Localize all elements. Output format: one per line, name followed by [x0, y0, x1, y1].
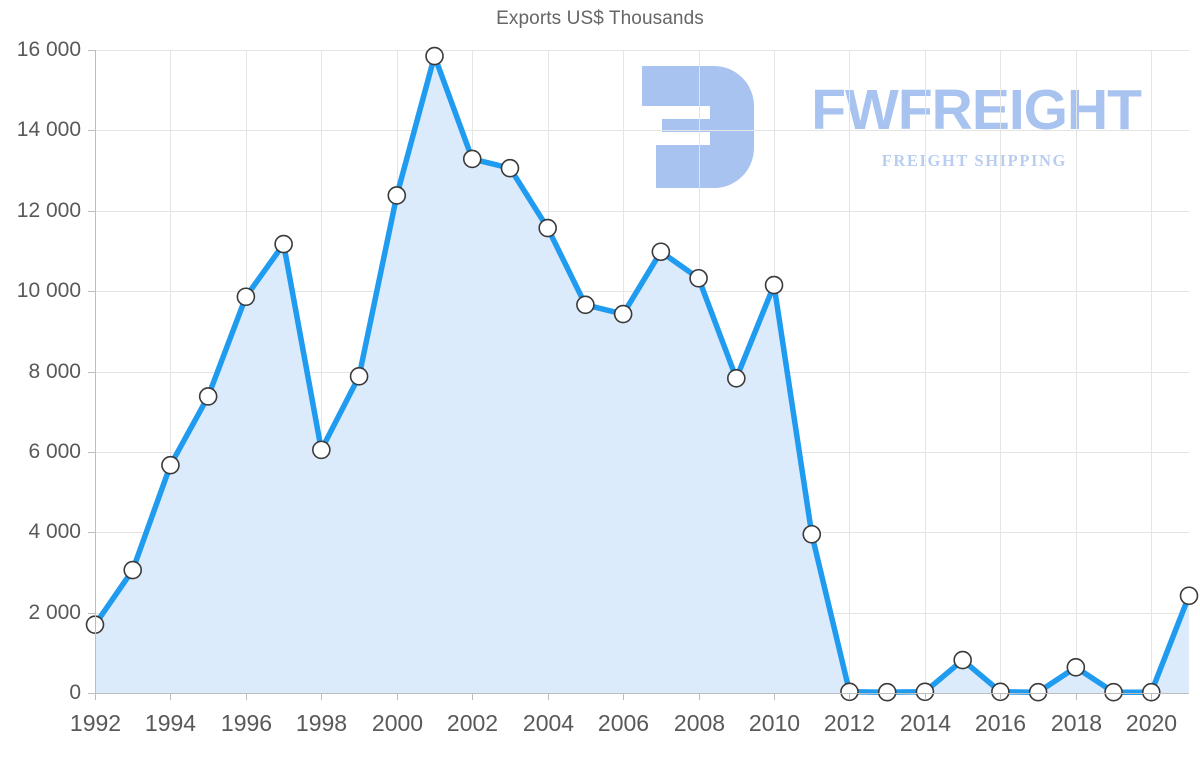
data-point-marker[interactable]: [877, 682, 897, 702]
x-tick-label: 2004: [523, 710, 574, 736]
y-tick-label: 14 000: [17, 118, 81, 141]
x-tick-labels-layer: 1992 1994 1996 1998 2000 2002 2004 2006 2008 2010…: [70, 710, 1177, 736]
data-point-marker[interactable]: [689, 268, 708, 288]
data-point-marker[interactable]: [764, 275, 784, 295]
data-point-marker[interactable]: [1066, 657, 1086, 677]
data-point-marker[interactable]: [387, 186, 407, 205]
data-point-marker[interactable]: [576, 295, 595, 315]
area-fill-layer: [95, 56, 1189, 693]
y-tick-label: 12 000: [17, 199, 81, 222]
data-point-marker[interactable]: [727, 369, 746, 388]
x-tick-label: 2020: [1126, 710, 1177, 736]
data-point-marker[interactable]: [915, 682, 935, 702]
y-tick-label: 0: [69, 681, 81, 704]
chart-title: Exports US$ Thousands: [496, 8, 704, 29]
data-point-marker[interactable]: [500, 158, 520, 178]
data-point-marker[interactable]: [1179, 586, 1199, 606]
x-tick-label: 2000: [372, 710, 423, 736]
data-point-marker[interactable]: [462, 149, 482, 169]
x-tick-label: 1992: [70, 710, 121, 736]
data-point-marker[interactable]: [613, 304, 633, 324]
data-point-marker[interactable]: [123, 560, 143, 580]
y-tick-label: 4 000: [28, 520, 81, 543]
data-point-marker[interactable]: [802, 524, 822, 544]
x-tick-label: 2006: [598, 710, 649, 736]
y-tick-labels-layer: 0 2 000 4 000 6 000 8 000 10 000 12 000 14 000 1…: [17, 38, 81, 704]
y-tick-label: 2 000: [28, 601, 81, 624]
x-tick-label: 2014: [900, 710, 951, 736]
data-point-marker[interactable]: [953, 650, 972, 670]
data-point-marker[interactable]: [236, 287, 256, 307]
axes-layer: [88, 50, 1189, 700]
data-point-marker[interactable]: [198, 387, 218, 406]
x-tick-label: 2010: [749, 710, 800, 736]
data-point-marker[interactable]: [425, 46, 444, 66]
x-tick-label: 1996: [221, 710, 272, 736]
data-point-marker[interactable]: [161, 455, 180, 475]
x-tick-label: 1994: [145, 710, 196, 736]
data-point-marker[interactable]: [991, 682, 1010, 702]
x-tick-label: 2002: [447, 710, 498, 736]
data-point-marker[interactable]: [840, 682, 859, 702]
x-tick-label: 2008: [674, 710, 725, 736]
data-point-marker[interactable]: [1028, 682, 1048, 702]
x-tick-label: 1998: [296, 710, 347, 736]
y-tick-label: 8 000: [28, 360, 81, 383]
x-tick-label: 2018: [1051, 710, 1102, 736]
x-tick-label: 2012: [824, 710, 875, 736]
data-point-marker[interactable]: [312, 440, 331, 460]
y-tick-label: 10 000: [17, 279, 81, 302]
data-point-marker[interactable]: [1141, 682, 1161, 702]
data-point-marker[interactable]: [538, 218, 557, 238]
data-point-marker[interactable]: [1104, 682, 1123, 702]
data-point-marker[interactable]: [651, 242, 671, 262]
series-area-fill: [95, 56, 1189, 693]
data-point-marker[interactable]: [274, 234, 293, 254]
data-markers-layer: [85, 46, 1199, 702]
x-tick-label: 2016: [975, 710, 1026, 736]
y-tick-label: 16 000: [17, 38, 81, 61]
data-point-marker[interactable]: [349, 367, 369, 386]
y-tick-label: 6 000: [28, 440, 81, 463]
